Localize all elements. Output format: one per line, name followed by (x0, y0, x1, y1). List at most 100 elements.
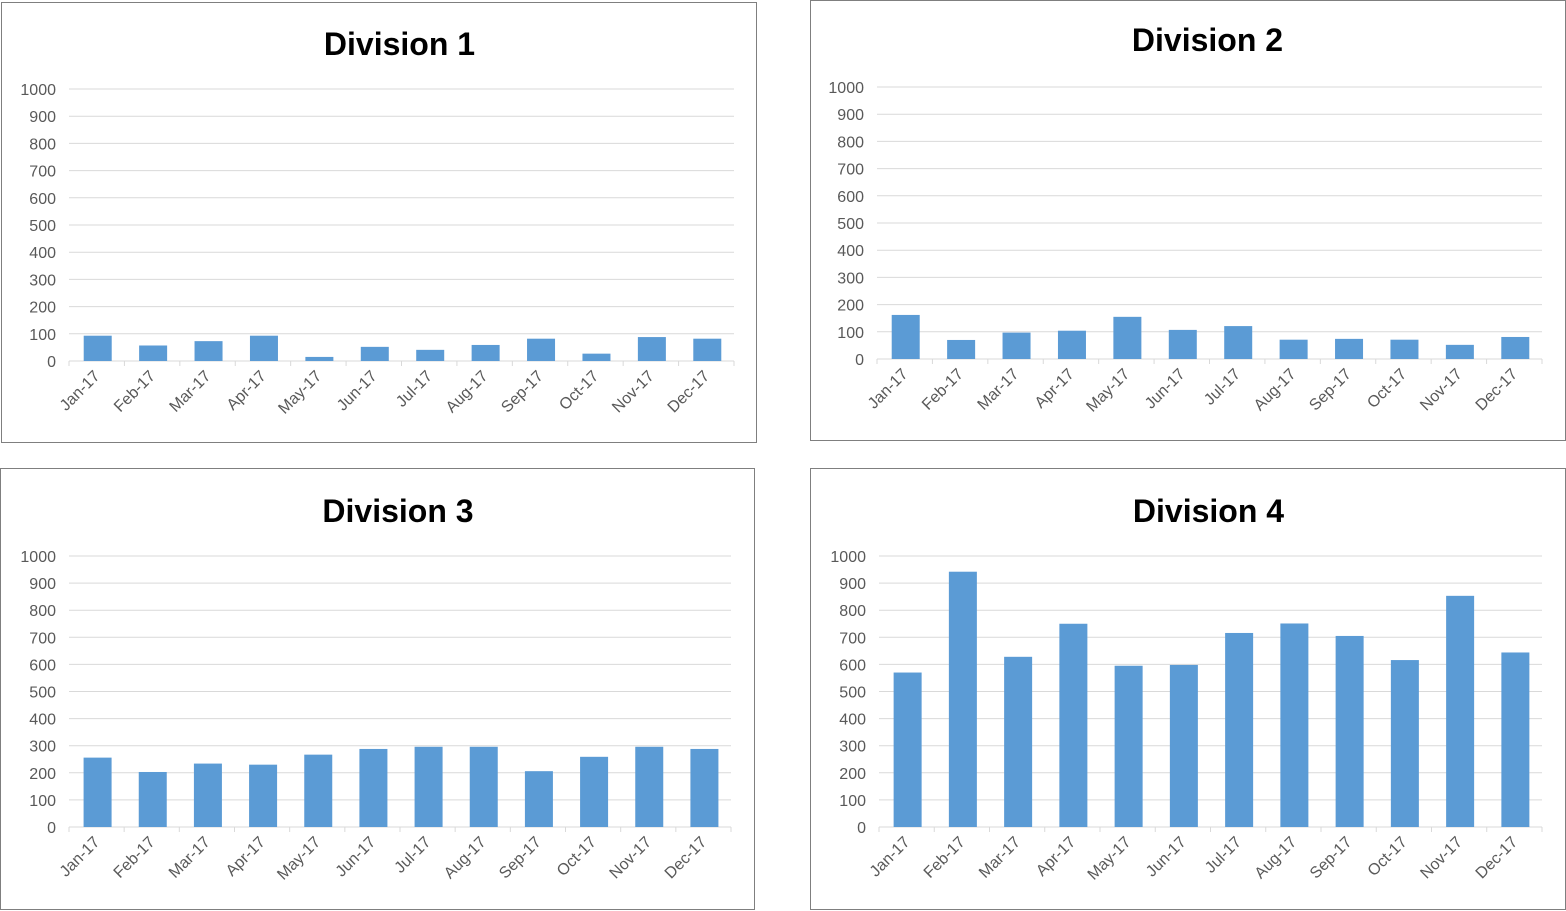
x-tick-label: Jan-17 (865, 366, 912, 413)
x-tick-label: May-17 (1085, 834, 1135, 884)
x-tick-label: Aug-17 (1252, 834, 1301, 883)
x-tick-label: Nov-17 (1417, 366, 1466, 415)
x-tick-label: Jun-17 (333, 834, 380, 881)
bar-apr-17 (1059, 623, 1088, 827)
x-tick-label: Apr-17 (223, 834, 269, 880)
y-tick-label: 1000 (830, 549, 866, 566)
bar-aug-17 (471, 344, 500, 361)
y-tick-label: 500 (839, 685, 866, 702)
bar-dec-17 (693, 338, 722, 361)
x-tick-label: Sep-17 (1306, 366, 1355, 415)
bar-dec-17 (1501, 336, 1530, 359)
y-tick-label: 200 (837, 298, 864, 315)
x-tick-label: Jan-17 (57, 368, 104, 415)
x-tick-label: Oct-17 (556, 368, 602, 414)
bar-jul-17 (1225, 632, 1254, 827)
bar-jun-17 (1169, 664, 1198, 827)
bar-feb-17 (948, 571, 977, 827)
y-tick-label: 900 (29, 109, 56, 126)
bar-may-17 (1113, 316, 1142, 359)
y-tick-label: 100 (29, 327, 56, 344)
y-tick-label: 0 (857, 820, 866, 837)
x-tick-label: Jan-17 (57, 834, 104, 881)
bar-jun-17 (360, 346, 389, 361)
bar-mar-17 (1002, 332, 1031, 359)
bar-may-17 (305, 356, 334, 361)
y-tick-label: 600 (839, 657, 866, 674)
x-tick-label: Nov-17 (1417, 834, 1466, 883)
x-tick-label: Feb-17 (111, 368, 159, 416)
x-tick-label: Apr-17 (1032, 366, 1078, 412)
x-tick-label: May-17 (275, 368, 325, 418)
y-tick-label: 900 (29, 576, 56, 593)
bar-nov-17 (1446, 595, 1475, 827)
x-tick-label: Dec-17 (662, 834, 711, 883)
x-tick-label: Oct-17 (1364, 366, 1410, 412)
bar-jul-17 (1224, 326, 1253, 359)
y-tick-label: 200 (839, 766, 866, 783)
y-tick-label: 0 (47, 354, 56, 371)
y-tick-label: 600 (837, 189, 864, 206)
x-tick-label: Mar-17 (166, 834, 214, 882)
bar-sep-17 (1335, 338, 1364, 359)
x-tick-label: Apr-17 (1033, 834, 1079, 880)
bar-oct-17 (580, 756, 609, 827)
bar-nov-17 (637, 337, 666, 361)
chart-title: Division 2 (1132, 22, 1283, 58)
x-tick-label: May-17 (1083, 366, 1133, 416)
y-tick-label: 800 (839, 603, 866, 620)
x-tick-label: Jun-17 (1142, 366, 1189, 413)
bar-apr-17 (1057, 330, 1086, 359)
x-tick-label: Mar-17 (167, 368, 215, 416)
chart-panel-division-3: Division 3 0 100 200 300 400 500 600 700 800 900 10… (0, 468, 755, 910)
y-tick-label: 800 (837, 134, 864, 151)
x-tick-label: Aug-17 (443, 368, 492, 417)
x-tick-label: Mar-17 (975, 366, 1023, 414)
chart-title: Division 1 (324, 26, 475, 62)
bar-mar-17 (194, 341, 223, 361)
x-tick-label: Jul-17 (1202, 834, 1245, 877)
y-tick-label: 600 (29, 191, 56, 208)
bar-may-17 (1114, 665, 1143, 827)
y-tick-label: 100 (837, 325, 864, 342)
chart-svg-division-1: Division 1 0 100 200 300 400 500 600 700 800 900 10… (20, 26, 735, 418)
x-tick-label: Jul-17 (392, 834, 435, 877)
bar-may-17 (304, 754, 333, 827)
x-tick-label: Apr-17 (224, 368, 270, 414)
bar-oct-17 (1390, 660, 1419, 827)
bar-jul-17 (416, 349, 445, 361)
bar-jan-17 (891, 314, 920, 359)
x-tick-label: May-17 (274, 834, 324, 884)
bar-jul-17 (414, 746, 443, 827)
x-tick-label: Feb-17 (919, 366, 967, 414)
x-tick-label: Dec-17 (1473, 834, 1522, 883)
bar-feb-17 (947, 339, 976, 359)
chart-panel-division-4: Division 4 0 100 200 300 400 500 600 700 800 900 10… (810, 468, 1566, 910)
bar-sep-17 (1335, 635, 1364, 827)
bar-jan-17 (83, 757, 112, 827)
x-tick-label: Jul-17 (393, 368, 436, 411)
x-tick-label: Sep-17 (496, 834, 545, 883)
y-tick-label: 800 (29, 603, 56, 620)
y-tick-label: 200 (29, 300, 56, 317)
y-tick-label: 700 (837, 162, 864, 179)
bar-feb-17 (138, 771, 167, 827)
bar-oct-17 (582, 353, 611, 361)
bar-jun-17 (359, 748, 388, 827)
y-tick-label: 500 (29, 218, 56, 235)
bar-aug-17 (469, 746, 498, 827)
bar-dec-17 (1501, 652, 1530, 827)
y-tick-label: 600 (29, 657, 56, 674)
bar-jun-17 (1168, 329, 1197, 359)
y-tick-label: 400 (29, 245, 56, 262)
y-tick-label: 300 (839, 739, 866, 756)
y-tick-label: 1000 (20, 549, 56, 566)
chart-svg-division-2: Division 2 0 100 200 300 400 500 600 700 800 900 10… (828, 22, 1543, 416)
bar-jan-17 (893, 672, 922, 827)
x-tick-label: Feb-17 (111, 834, 159, 882)
bar-sep-17 (524, 771, 553, 827)
y-tick-label: 700 (839, 630, 866, 647)
x-tick-label: Sep-17 (498, 368, 547, 417)
y-tick-label: 1000 (828, 80, 864, 97)
chart-svg-division-4: Division 4 0 100 200 300 400 500 600 700 800 900 10… (830, 493, 1543, 884)
